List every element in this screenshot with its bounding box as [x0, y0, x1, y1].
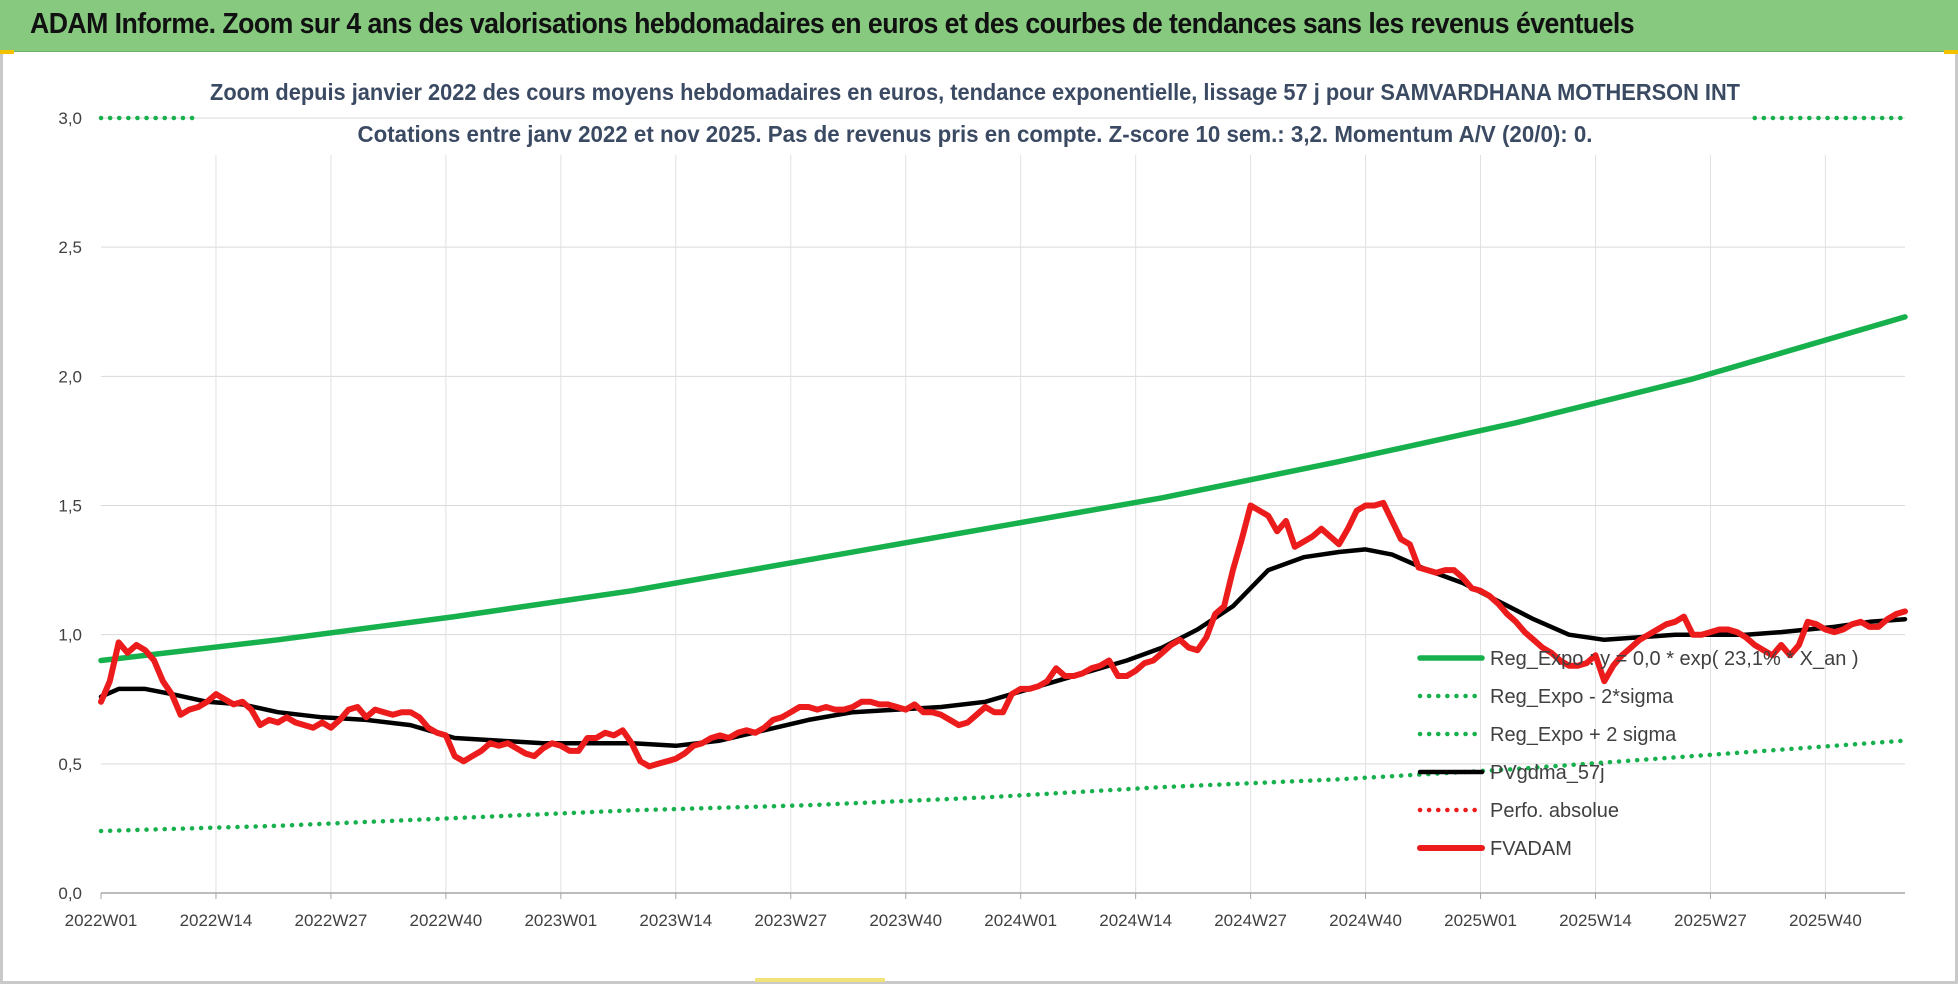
y-tick-label: 3,0: [58, 109, 82, 128]
x-tick-label: 2024W40: [1329, 911, 1402, 930]
x-tick-label: 2022W40: [409, 911, 482, 930]
legend-label-6: FVADAM: [1490, 838, 1572, 860]
series-layer: [98, 115, 1908, 834]
x-tick-label: 2022W14: [180, 911, 253, 930]
legend-label-2: Reg_Expo - 2*sigma: [1490, 686, 1674, 708]
legend-label-1: Reg_Expo : y = 0,0 * exp( 23,1% * X_an ): [1490, 648, 1859, 670]
x-tick-label: 2023W40: [869, 911, 942, 930]
y-tick-label: 1,0: [58, 626, 82, 645]
y-tick-label: 0,5: [58, 755, 82, 774]
y-tick-label: 0,0: [58, 884, 82, 903]
series-line-2: [98, 738, 1908, 834]
axis-layer: 0,0 0,5 1,0 1,5 2,0 2,5 3,0 2022W01 2022W14 2022W…: [58, 109, 1905, 930]
x-tick-label: 2025W14: [1559, 911, 1632, 930]
chart-title-line1: Zoom depuis janvier 2022 des cours moyen…: [210, 79, 1740, 105]
x-tick-label: 2023W14: [639, 911, 712, 930]
x-tick-label: 2023W27: [754, 911, 827, 930]
x-tick-label: 2024W14: [1099, 911, 1172, 930]
corner-marker-left: [0, 50, 14, 54]
x-tick-label: 2025W27: [1674, 911, 1747, 930]
x-tick-label: 2024W27: [1214, 911, 1287, 930]
x-tick-label: 2022W27: [295, 911, 368, 930]
x-tick-label: 2024W01: [984, 911, 1057, 930]
banner-title: ADAM Informe. Zoom sur 4 ans des valoris…: [30, 8, 1635, 40]
x-tick-label: 2025W40: [1789, 911, 1862, 930]
legend-label-3: Reg_Expo + 2 sigma: [1490, 724, 1677, 746]
y-tick-label: 2,5: [58, 238, 82, 257]
y-tick-label: 2,0: [58, 367, 82, 386]
corner-marker-right: [1944, 50, 1958, 54]
series-line-1: [98, 314, 1908, 664]
legend-label-5: Perfo. absolue: [1490, 800, 1619, 822]
legend: Reg_Expo : y = 0,0 * exp( 23,1% * X_an )…: [1417, 648, 1859, 860]
bottom-marker: [755, 978, 885, 982]
x-tick-label: 2025W01: [1444, 911, 1517, 930]
series-line-6: [98, 499, 1908, 770]
y-tick-label: 1,5: [58, 497, 82, 516]
legend-label-4: PVgdma_57j: [1490, 762, 1605, 784]
x-tick-label: 2022W01: [65, 911, 138, 930]
chart-title-line2: Cotations entre janv 2022 et nov 2025. P…: [358, 121, 1593, 147]
title-banner: ADAM Informe. Zoom sur 4 ans des valoris…: [0, 0, 1958, 52]
x-tick-label: 2023W01: [524, 911, 597, 930]
